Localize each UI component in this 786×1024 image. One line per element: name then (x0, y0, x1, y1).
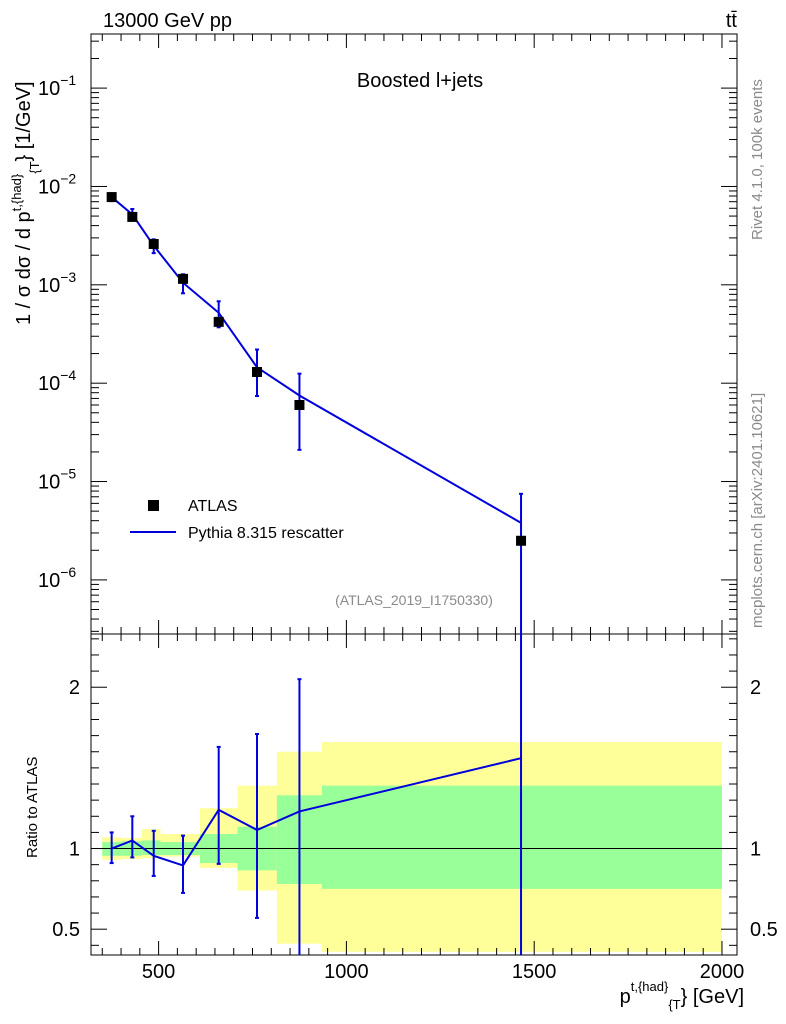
ratio-mc-line (111, 757, 522, 867)
ratio-y-tick-label-right: 0.5 (750, 919, 778, 941)
analysis-label: (ATLAS_2019_I1750330) (335, 592, 493, 608)
x-tick-label: 2000 (700, 961, 745, 983)
rivet-version-label: Rivet 4.1.0, 100k events (749, 79, 766, 240)
chart-title: Boosted l+jets (357, 70, 483, 92)
ratio-y-tick-label-left: 0.5 (52, 919, 80, 941)
data-point (213, 316, 224, 327)
mcplots-label: mcplots.cern.ch [arXiv:2401.10621] (749, 393, 766, 628)
main-panel-frame (90, 33, 738, 635)
x-tick-label: 1500 (512, 961, 557, 983)
data-point (148, 239, 159, 250)
ratio-y-tick-label-right: 1 (750, 839, 761, 861)
y-tick-label: 10−5 (38, 466, 76, 494)
data-point (516, 535, 527, 546)
y-tick-label: 10−1 (38, 72, 76, 100)
y-tick-label: 10−2 (38, 170, 76, 198)
data-point (106, 192, 117, 203)
ratio-y-tick-label-left: 2 (69, 677, 80, 699)
legend-atlas-marker (148, 500, 159, 511)
ratio-series-layer (109, 634, 523, 955)
y-axis-label: 1 / σ dσ / d pt,{had}{T} [1/GeV] (9, 81, 42, 325)
y-tick-label: 10−4 (38, 367, 76, 395)
legend: ATLAS Pythia 8.315 rescatter (130, 498, 344, 542)
data-point (127, 211, 138, 222)
header-energy-label: 13000 GeV pp (103, 10, 232, 32)
ratio-y-tick-label-right: 2 (750, 677, 761, 699)
ratio-panel-frame (90, 633, 738, 956)
data-point (178, 273, 189, 284)
x-tick-label: 1000 (324, 961, 369, 983)
ratio-y-tick-label-left: 1 (69, 839, 80, 861)
data-point (294, 400, 305, 411)
main-series-layer (106, 192, 527, 634)
legend-atlas-label: ATLAS (188, 498, 238, 515)
ratio-y-axis-label: Ratio to ATLAS (24, 757, 41, 858)
main-axis-ticks: 10−6 10−5 10−4 10−3 10−2 10−1 (38, 34, 737, 634)
legend-pythia-label: Pythia 8.315 rescatter (188, 525, 344, 542)
header-process-label: tt̄ (726, 10, 738, 32)
y-tick-label: 10−3 (38, 269, 76, 297)
x-axis-label: pt,{had}{T} [GeV] (620, 979, 744, 1012)
y-tick-label: 10−6 (38, 564, 76, 592)
mc-line (111, 196, 522, 524)
ratio-uncertainty-bands (102, 742, 722, 952)
x-tick-label: 500 (142, 961, 175, 983)
data-point (252, 366, 263, 377)
